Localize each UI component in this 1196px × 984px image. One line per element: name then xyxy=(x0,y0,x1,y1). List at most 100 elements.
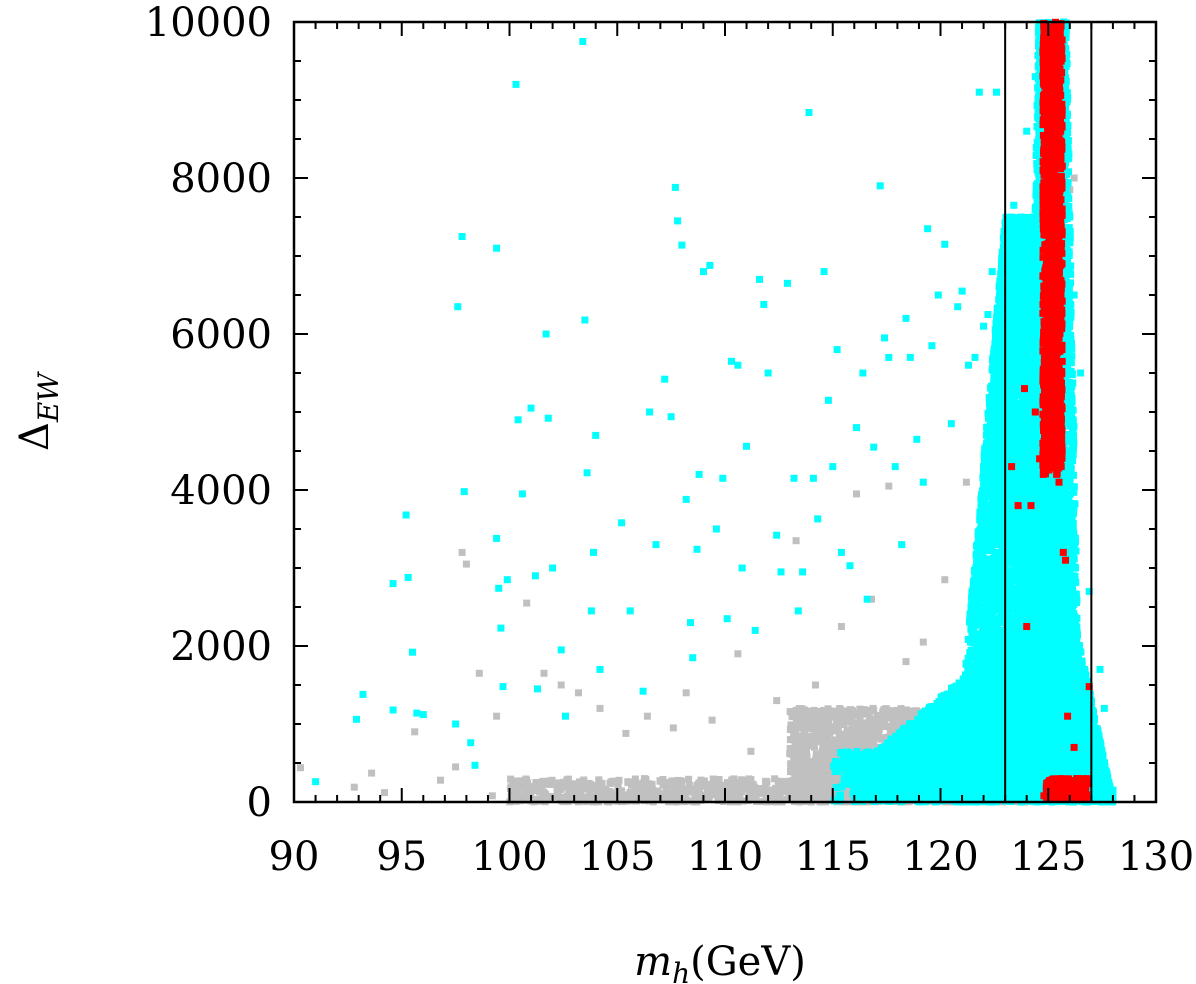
data-point xyxy=(368,769,376,777)
cluster-point xyxy=(811,796,819,804)
cluster-point xyxy=(787,768,794,775)
data-point xyxy=(596,704,604,712)
cluster-point xyxy=(822,706,830,714)
cluster-point xyxy=(808,773,816,781)
cluster-point xyxy=(793,749,801,757)
data-point xyxy=(297,764,304,772)
cluster-point xyxy=(870,707,878,714)
data-point xyxy=(475,669,483,677)
cluster-point xyxy=(804,768,812,776)
cluster-point xyxy=(747,778,755,786)
data-point xyxy=(803,789,811,797)
cluster-point xyxy=(886,707,894,715)
cluster-point xyxy=(860,706,868,714)
cluster-point xyxy=(814,707,822,715)
cluster-point xyxy=(836,705,844,712)
cluster-point xyxy=(571,783,579,791)
cluster-point xyxy=(618,787,626,795)
cluster-point xyxy=(827,710,835,717)
cluster-point xyxy=(677,777,684,785)
cluster-point xyxy=(893,706,901,714)
cluster-point xyxy=(831,778,839,786)
cluster-point xyxy=(806,737,814,745)
cluster-point xyxy=(821,772,829,780)
cluster-point xyxy=(799,732,807,740)
cluster-point xyxy=(828,741,836,749)
cluster-point xyxy=(806,732,814,740)
data-point xyxy=(1070,174,1078,182)
cluster-point xyxy=(867,736,874,744)
cluster-point xyxy=(639,781,647,789)
cluster-point xyxy=(841,712,849,720)
cluster-point xyxy=(828,746,836,754)
cluster-point xyxy=(823,768,831,776)
cluster-point xyxy=(835,742,843,750)
data-point xyxy=(643,712,651,720)
cluster-point xyxy=(847,732,855,739)
cluster-point xyxy=(800,768,808,776)
data-point xyxy=(557,681,565,689)
data-point xyxy=(452,763,460,771)
cluster-point xyxy=(801,741,809,749)
cluster-point xyxy=(736,786,744,794)
cluster-point xyxy=(814,776,822,784)
cluster-point xyxy=(800,762,808,770)
cluster-point xyxy=(790,756,798,764)
cluster-point xyxy=(841,707,849,715)
cluster-point xyxy=(809,790,817,798)
cluster-point xyxy=(810,743,818,751)
data-point xyxy=(734,650,742,658)
cluster-point xyxy=(717,782,725,790)
cluster-point xyxy=(798,751,806,759)
cluster-point xyxy=(809,710,817,718)
data-point xyxy=(622,729,630,737)
cluster-point xyxy=(822,731,830,739)
cluster-point xyxy=(736,792,744,800)
cluster-point xyxy=(615,776,623,784)
cluster-point xyxy=(803,779,811,787)
cluster-point xyxy=(786,779,793,787)
cluster-point xyxy=(818,710,826,718)
cluster-point xyxy=(856,705,864,713)
data-point xyxy=(437,776,444,784)
cluster-point xyxy=(844,718,852,726)
cluster-point xyxy=(811,717,819,725)
cluster-point xyxy=(601,793,609,801)
cluster-point xyxy=(869,718,876,726)
data-point xyxy=(695,787,703,795)
cluster-point xyxy=(861,725,868,732)
data-point xyxy=(751,793,759,801)
data-point xyxy=(381,789,388,797)
data-point xyxy=(941,576,949,584)
cluster-point xyxy=(656,777,664,785)
cluster-point xyxy=(843,726,851,734)
cluster-point xyxy=(792,766,800,774)
cluster-point xyxy=(787,760,795,768)
cluster-point xyxy=(816,765,824,773)
cluster-point xyxy=(848,719,856,727)
cluster-point xyxy=(670,786,678,794)
cluster-point xyxy=(779,779,787,787)
cluster-point xyxy=(886,711,894,719)
data-point xyxy=(583,793,591,801)
cluster-point xyxy=(555,784,563,792)
data-point xyxy=(523,599,531,607)
cluster-point xyxy=(812,762,820,770)
cluster-point xyxy=(891,713,899,721)
cluster-point xyxy=(563,783,571,791)
cluster-point xyxy=(825,716,832,724)
cluster-point xyxy=(801,716,809,724)
cluster-point xyxy=(790,791,798,799)
cluster-point xyxy=(847,706,855,714)
cluster-point xyxy=(602,785,610,793)
data-point xyxy=(773,697,781,705)
cluster-point xyxy=(792,736,800,744)
cluster-point xyxy=(851,740,859,748)
cluster-point xyxy=(813,713,821,721)
cluster-point xyxy=(631,775,639,783)
cluster-point xyxy=(673,793,681,801)
cluster-point xyxy=(801,758,809,766)
cluster-point xyxy=(912,707,920,715)
data-point xyxy=(962,478,970,486)
cluster-point xyxy=(876,734,884,742)
